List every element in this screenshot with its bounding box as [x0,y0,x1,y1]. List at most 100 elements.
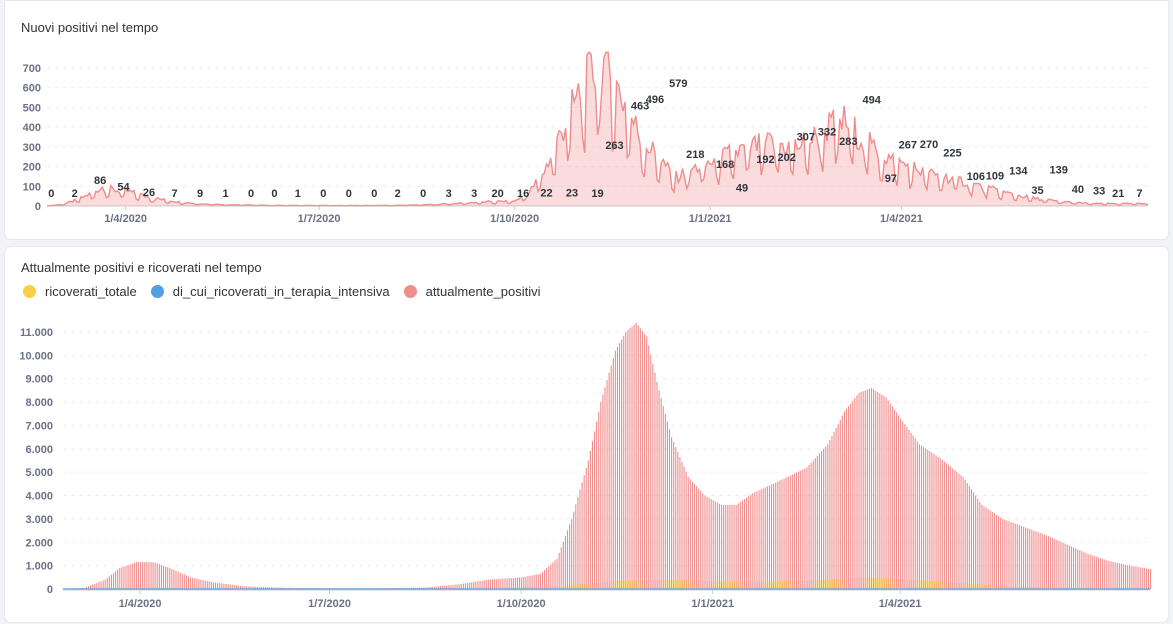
bar-attualmente-positivi [694,484,695,589]
bar-attualmente-positivi [656,381,657,589]
bar-attualmente-positivi [190,577,191,589]
bar-ricoverati-totale [911,580,912,589]
bar-attualmente-positivi [906,427,907,589]
bar-attualmente-positivi [1119,563,1120,589]
y-tick-label: 700 [23,63,41,75]
bar-ricoverati-totale [841,579,842,589]
bar-ricoverati-totale [603,582,604,589]
bar-attualmente-positivi [1138,567,1139,589]
bar-attualmente-positivi [621,339,622,589]
bar-ricoverati-totale [641,581,642,589]
data-label: 0 [420,188,426,200]
bar-attualmente-positivi [115,571,116,589]
bar-attualmente-positivi [175,571,176,589]
bar-attualmente-positivi [1021,526,1022,589]
x-tick-label: 1/10/2020 [490,213,539,225]
bar-attualmente-positivi [1013,523,1014,589]
bar-ricoverati-totale [703,581,704,589]
bar-attualmente-positivi [863,391,864,589]
bar-attualmente-positivi [609,373,610,589]
bar-ricoverati-totale [743,582,744,589]
bar-ricoverati-totale [909,580,910,589]
bar-attualmente-positivi [463,584,464,589]
bar-ricoverati-totale [630,581,631,589]
bar-attualmente-positivi [180,573,181,589]
bar-attualmente-positivi [482,581,483,589]
bar-attualmente-positivi [819,453,820,589]
bar-attualmente-positivi [540,574,541,589]
bar-attualmente-positivi [931,453,932,589]
data-label: 49 [736,182,748,194]
bar-ricoverati-totale [614,581,615,589]
bar-ricoverati-totale [968,584,969,589]
bar-attualmente-positivi [1038,532,1039,589]
data-label: 494 [863,95,882,107]
bar-ricoverati-totale [947,582,948,589]
bar-ricoverati-totale [857,578,858,589]
bar-attualmente-positivi [586,468,587,589]
bar-attualmente-positivi [1079,550,1080,589]
bar-ricoverati-totale [712,581,713,589]
bar-attualmente-positivi [1144,568,1145,589]
y-tick-label: 500 [23,102,41,114]
data-label: 332 [818,127,836,139]
data-label: 1 [295,188,301,200]
y-tick-label: 8.000 [25,397,53,409]
bar-ricoverati-totale [957,583,958,589]
x-tick-label: 1/10/2020 [497,598,546,610]
bar-ricoverati-totale [974,584,975,589]
bar-attualmente-positivi [1008,521,1009,589]
bar-attualmente-positivi [125,566,126,589]
bar-attualmente-positivi [850,403,851,589]
bar-attualmente-positivi [788,477,789,589]
bar-ricoverati-totale [689,580,690,589]
bar-ricoverati-totale [818,580,819,589]
bar-ricoverati-totale [659,580,660,589]
bar-ricoverati-totale [832,579,833,589]
bar-attualmente-positivi [890,403,891,589]
bar-attualmente-positivi [879,393,880,589]
bar-ricoverati-totale [697,581,698,589]
bar-attualmente-positivi [203,580,204,589]
bar-attualmente-positivi [706,497,707,589]
bar-attualmente-positivi [228,584,229,589]
bar-attualmente-positivi [713,500,714,589]
bar-attualmente-positivi [856,395,857,589]
bar-ricoverati-totale [726,582,727,589]
data-label: 19 [591,188,603,200]
bar-ricoverati-totale [622,581,623,589]
bar-attualmente-positivi [467,583,468,589]
bar-attualmente-positivi [898,415,899,589]
bar-attualmente-positivi [602,395,603,589]
bar-ricoverati-totale [753,582,754,589]
bar-attualmente-positivi [1150,569,1151,589]
bar-ricoverati-totale [849,578,850,589]
bar-attualmente-positivi [504,578,505,589]
data-label: 134 [1009,166,1028,178]
bar-attualmente-positivi [634,325,635,589]
bar-attualmente-positivi [796,473,797,589]
bar-attualmente-positivi [883,396,884,589]
bar-ricoverati-totale [593,583,594,589]
bar-attualmente-positivi [148,562,149,589]
bar-ricoverati-totale [811,581,812,589]
bar-ricoverati-totale [632,581,633,589]
bar-attualmente-positivi [725,505,726,589]
y-tick-label: 0 [35,201,41,213]
bar-attualmente-positivi [138,562,139,589]
data-label: 22 [540,188,552,200]
data-label: 9 [197,188,203,200]
bar-attualmente-positivi [875,391,876,589]
bar-attualmente-positivi [461,584,462,589]
bar-attualmente-positivi [913,436,914,589]
bar-attualmente-positivi [917,441,918,589]
bar-ricoverati-totale [791,581,792,589]
data-label: 263 [605,140,623,152]
bar-ricoverati-totale [868,577,869,589]
bar-ricoverati-totale [953,583,954,589]
bar-ricoverati-totale [780,581,781,589]
bar-ricoverati-totale [784,581,785,589]
bar-attualmente-positivi [132,564,133,589]
data-label: 109 [986,171,1004,183]
bar-ricoverati-totale [905,579,906,589]
